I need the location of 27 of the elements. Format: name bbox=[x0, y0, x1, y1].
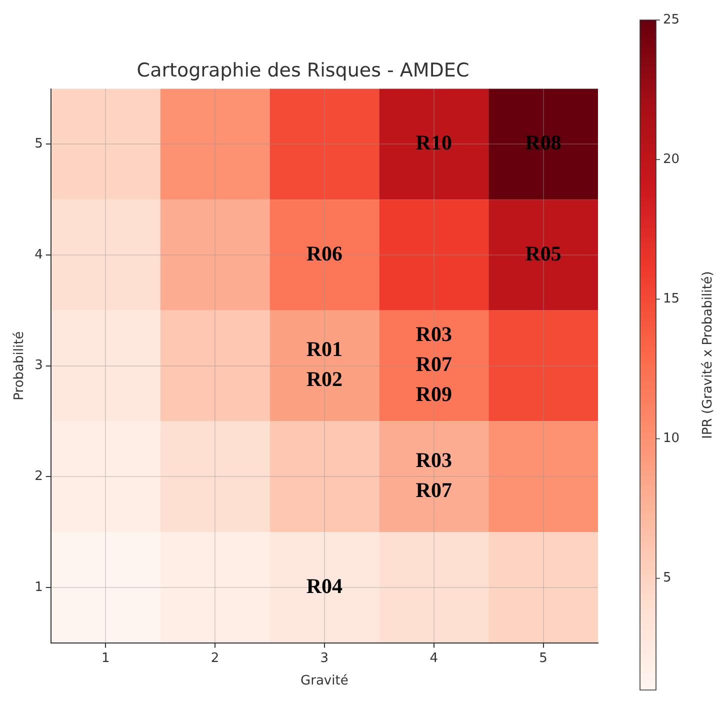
x-tick-label: 5 bbox=[539, 650, 548, 666]
data-label: R01 R02 bbox=[306, 337, 343, 392]
data-label: R04 bbox=[306, 574, 344, 598]
data-label: R10 bbox=[416, 130, 452, 155]
data-label: R03 R07 R09 bbox=[416, 322, 452, 406]
x-axis-title: Gravité bbox=[300, 674, 348, 689]
x-tick-label: 3 bbox=[320, 650, 329, 666]
x-tick-label: 4 bbox=[430, 650, 438, 666]
x-tick-label: 1 bbox=[101, 650, 110, 666]
y-tick-label: 5 bbox=[34, 136, 43, 152]
color-bar-title: IPR (Gravité x Probabilité) bbox=[700, 271, 716, 439]
y-tick-label: 4 bbox=[34, 247, 43, 262]
data-label: R06 bbox=[306, 241, 343, 266]
color-bar-label: 10 bbox=[663, 431, 680, 446]
data-label: R05 bbox=[525, 241, 562, 266]
data-label: R08 bbox=[525, 130, 562, 155]
data-label: R03 R07 bbox=[416, 448, 452, 502]
color-bar-label: 20 bbox=[663, 152, 680, 167]
color-bar-label: 15 bbox=[663, 292, 680, 307]
color-bar-label: 5 bbox=[663, 570, 672, 586]
chart-title: Cartographie des Risques - AMDEC bbox=[136, 59, 470, 82]
y-axis-title: Probabilité bbox=[12, 331, 28, 400]
x-tick-label: 2 bbox=[210, 650, 220, 666]
color-bar-label: 25 bbox=[663, 12, 680, 28]
y-tick-label: 1 bbox=[34, 580, 43, 595]
y-tick-label: 2 bbox=[34, 468, 43, 484]
y-tick-label: 3 bbox=[34, 358, 43, 374]
